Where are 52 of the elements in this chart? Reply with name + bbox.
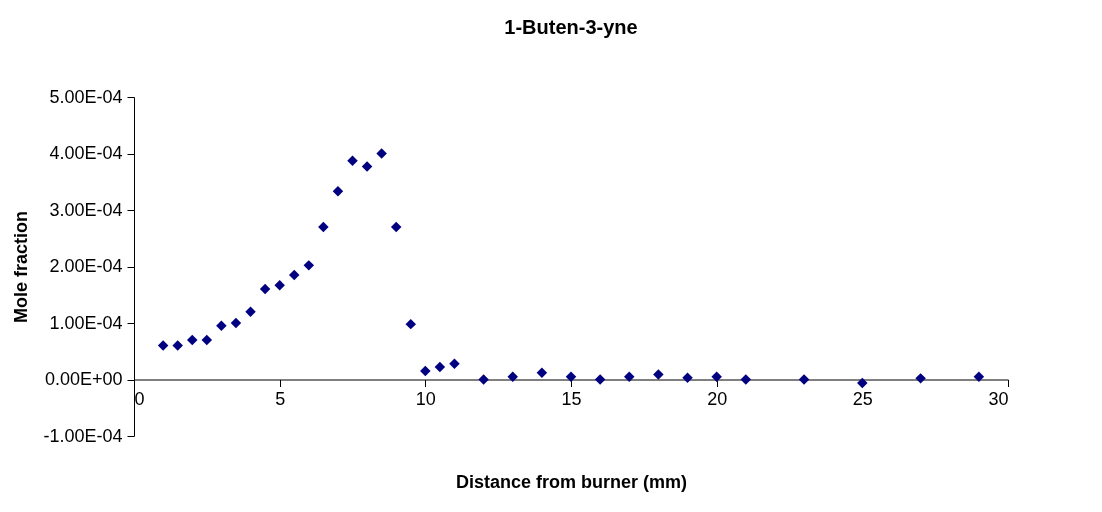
point	[536, 367, 548, 378]
point	[347, 155, 358, 167]
y-tick-label: 0.00E+00	[44, 369, 123, 389]
point	[711, 371, 722, 382]
point	[740, 374, 752, 385]
x-axis-title: Distance from burner (mm)	[455, 471, 688, 492]
x-tick-label: 30	[988, 389, 1009, 409]
point	[157, 340, 169, 351]
x-tick-label: 10	[415, 389, 436, 409]
point	[187, 334, 198, 346]
point	[303, 260, 315, 271]
point	[565, 371, 577, 382]
point	[798, 374, 810, 385]
chart-title: 1-Buten-3-yne	[504, 16, 638, 38]
y-tick-label: 1.00E-04	[49, 312, 123, 333]
point	[420, 365, 431, 377]
point	[318, 221, 329, 233]
x-tick-label: 15	[561, 389, 582, 409]
x-tick-label: 5	[275, 389, 286, 409]
x-tick-label: 25	[852, 389, 873, 409]
point	[434, 361, 446, 373]
point	[478, 374, 489, 385]
point	[332, 186, 344, 197]
point	[288, 269, 300, 281]
y-tick-label: 4.00E-04	[49, 143, 123, 163]
point	[230, 317, 242, 329]
point	[915, 373, 926, 384]
point	[857, 377, 868, 389]
y-tick-label: 5.00E-04	[49, 86, 123, 107]
point	[973, 371, 985, 382]
point	[653, 369, 664, 380]
point	[594, 374, 606, 385]
point	[216, 320, 227, 332]
point	[245, 306, 256, 317]
point	[390, 221, 402, 233]
point	[274, 279, 285, 291]
point	[201, 334, 213, 346]
point	[405, 318, 417, 330]
y-tick-label: -1.00E-04	[43, 425, 123, 446]
x-tick-label: 0	[134, 389, 145, 409]
y-tick-label: 3.00E-04	[49, 199, 123, 220]
point	[361, 161, 373, 172]
point	[682, 372, 693, 384]
y-tick-label: 2.00E-04	[49, 256, 123, 276]
point	[624, 371, 635, 382]
y-axis-title: Mole fraction	[11, 210, 32, 324]
point	[507, 371, 518, 382]
point	[376, 148, 387, 159]
point	[449, 358, 460, 369]
point	[259, 283, 271, 295]
point	[172, 340, 183, 351]
x-tick-label: 20	[707, 389, 728, 409]
